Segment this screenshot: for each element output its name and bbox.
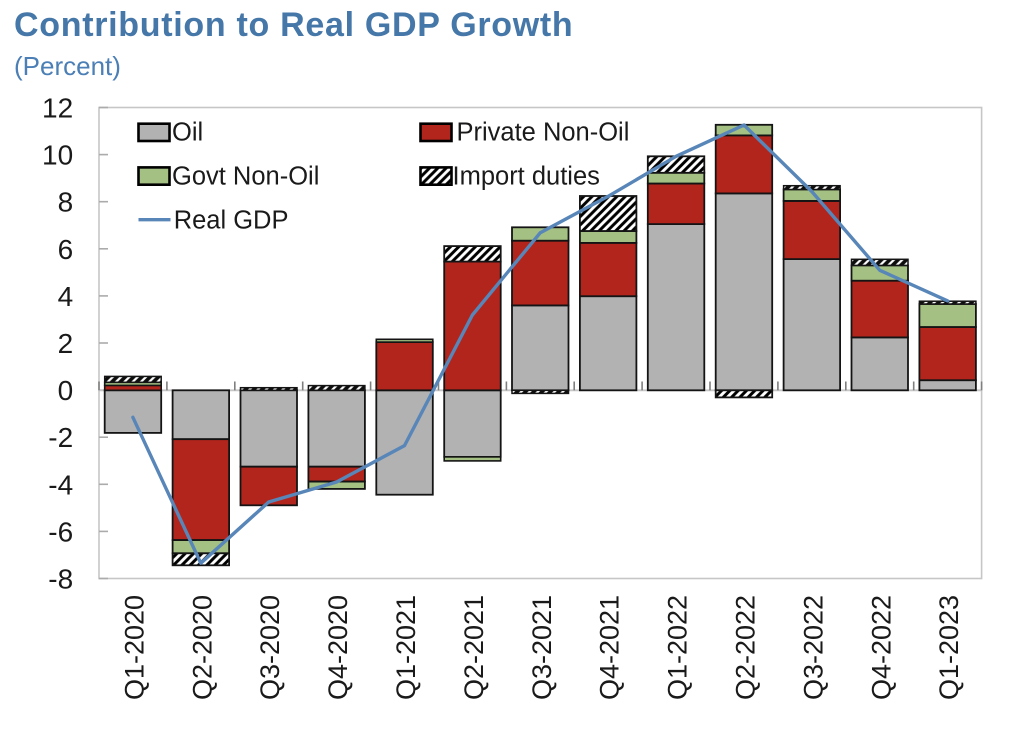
svg-text:Q3-2022: Q3-2022 — [798, 595, 828, 700]
svg-text:Govt Non-Oil: Govt Non-Oil — [172, 163, 319, 191]
svg-text:-2: -2 — [48, 422, 73, 453]
svg-text:12: 12 — [42, 93, 73, 124]
svg-text:Q2-2020: Q2-2020 — [187, 595, 217, 700]
svg-text:0: 0 — [58, 375, 74, 406]
svg-text:8: 8 — [58, 187, 74, 218]
svg-text:Q1-2020: Q1-2020 — [119, 595, 149, 700]
svg-text:6: 6 — [58, 234, 74, 265]
svg-text:2: 2 — [58, 328, 74, 359]
svg-text:Q3-2020: Q3-2020 — [255, 595, 285, 700]
svg-text:Q4-2022: Q4-2022 — [866, 595, 896, 700]
svg-text:Real GDP: Real GDP — [174, 206, 289, 234]
svg-text:(Percent): (Percent) — [14, 51, 121, 81]
svg-text:Oil: Oil — [172, 118, 203, 146]
svg-text:Q1-2023: Q1-2023 — [934, 595, 964, 700]
svg-text:Q4-2020: Q4-2020 — [323, 595, 353, 700]
svg-text:Q1-2022: Q1-2022 — [663, 595, 693, 700]
svg-text:Q2-2021: Q2-2021 — [459, 595, 489, 700]
svg-text:10: 10 — [42, 140, 73, 171]
svg-text:-4: -4 — [48, 469, 73, 500]
svg-text:Import duties: Import duties — [453, 163, 600, 191]
svg-text:-8: -8 — [48, 564, 73, 595]
svg-text:Q2-2022: Q2-2022 — [731, 595, 761, 700]
svg-text:Contribution to Real GDP Growt: Contribution to Real GDP Growth — [14, 6, 573, 44]
svg-text:-6: -6 — [48, 516, 73, 547]
svg-text:4: 4 — [58, 281, 74, 312]
svg-text:Q4-2021: Q4-2021 — [595, 595, 625, 700]
svg-text:Q3-2021: Q3-2021 — [527, 595, 557, 700]
svg-text:Q1-2021: Q1-2021 — [391, 595, 421, 700]
svg-text:Private Non-Oil: Private Non-Oil — [457, 118, 630, 146]
